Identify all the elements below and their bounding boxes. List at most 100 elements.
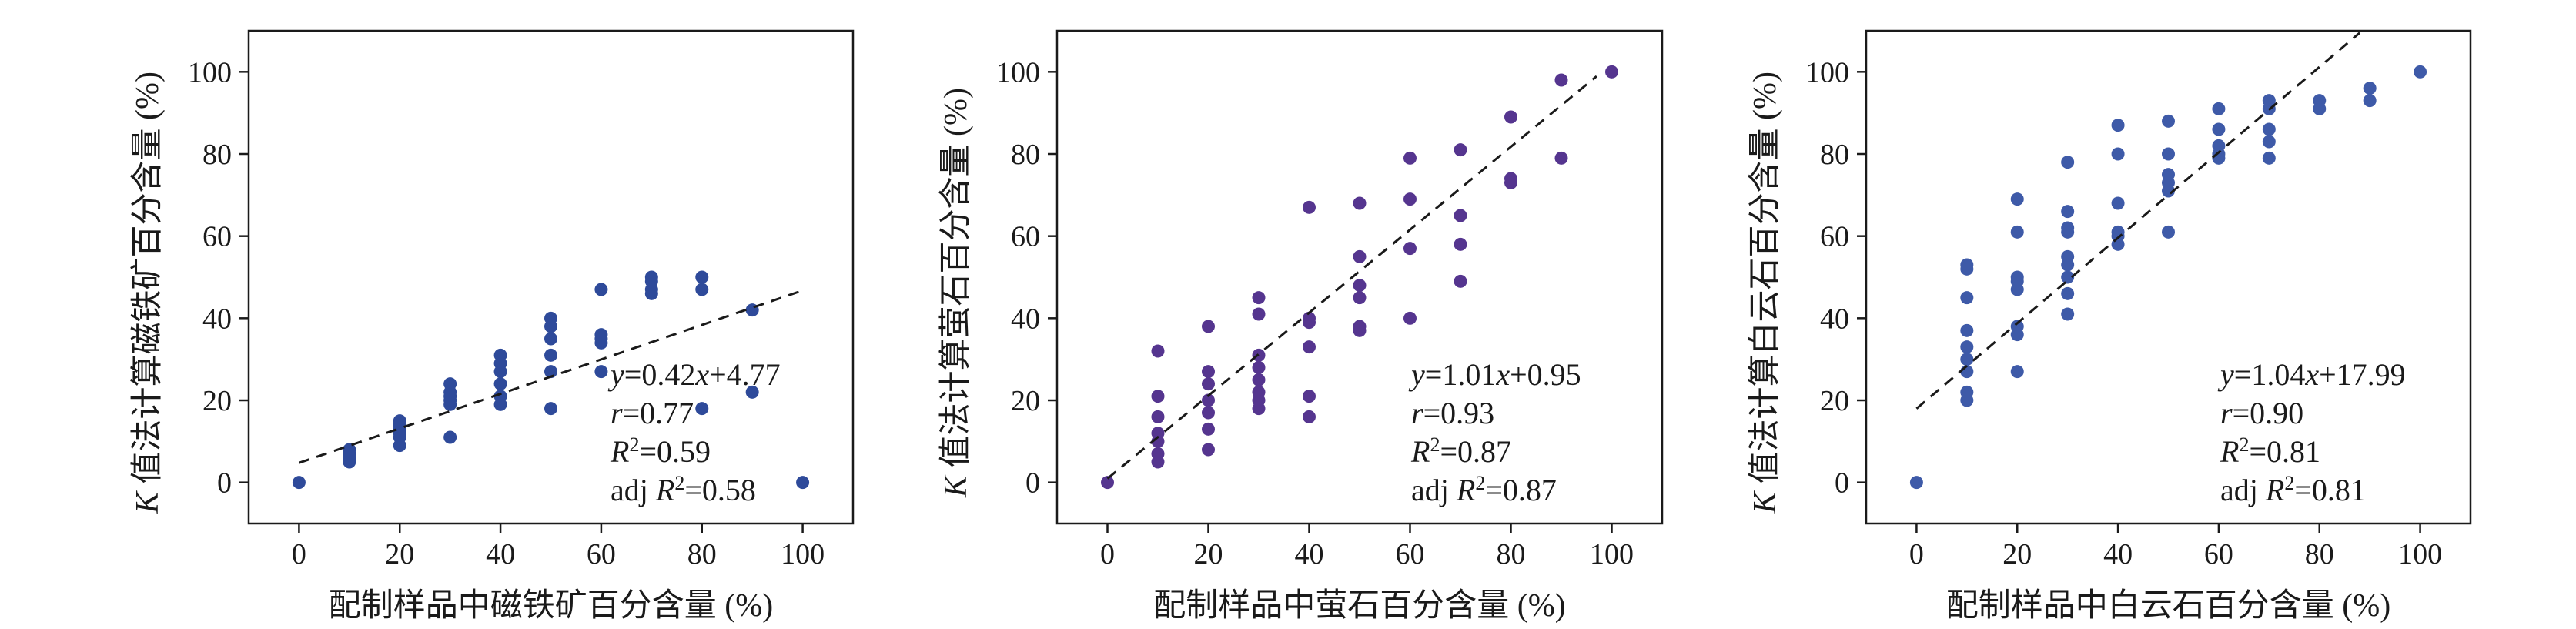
x-tick-label: 100 [781, 538, 825, 570]
data-point [1353, 320, 1367, 333]
data-point [2313, 94, 2327, 108]
x-tick-label: 0 [292, 538, 306, 570]
x-tick-label: 80 [687, 538, 717, 570]
data-point [695, 402, 709, 416]
y-tick-label: 100 [188, 56, 232, 89]
data-point [1101, 476, 1114, 490]
x-tick-label: 0 [1909, 538, 1924, 570]
annotation-line: R2=0.59 [610, 433, 711, 470]
data-point [1202, 393, 1215, 407]
regression-line [1106, 75, 1597, 480]
data-point [1403, 192, 1417, 206]
y-tick-label: 60 [1011, 221, 1040, 253]
data-point [695, 270, 709, 284]
data-point [1303, 311, 1316, 325]
data-point [2262, 135, 2276, 149]
data-point [1303, 200, 1316, 214]
y-tick-label: 80 [1820, 139, 1849, 171]
annotation-line: y=1.04x+17.99 [2217, 357, 2406, 392]
annotation-line: y=0.42x+4.77 [607, 357, 781, 392]
data-point [1151, 447, 1165, 460]
x-tick-label: 40 [2103, 538, 2133, 570]
data-point [1252, 385, 1266, 399]
data-point [594, 328, 608, 342]
data-point [796, 476, 810, 490]
data-point [443, 377, 457, 391]
data-point [1909, 476, 1923, 490]
data-point [1960, 323, 1974, 337]
y-tick-label: 60 [202, 221, 232, 253]
data-point [1960, 353, 1974, 366]
chart-panel-1: 0 20 40 60 80 100 0 20 40 60 80 100 y=0.42x+4.77 r=0.… [130, 29, 855, 624]
x-tick-label: 40 [486, 538, 515, 570]
annotation-line: adj R2=0.81 [2220, 472, 2366, 508]
annotation-line: r=0.77 [611, 396, 694, 430]
data-point [544, 365, 557, 379]
data-point [544, 311, 557, 325]
data-point [1353, 249, 1367, 263]
y-tick-label: 80 [1011, 139, 1040, 171]
data-point [2212, 139, 2226, 152]
data-point [2010, 225, 2024, 239]
data-point [2061, 221, 2075, 235]
data-point [745, 385, 759, 399]
x-axis-title: 配制样品中磁铁矿百分含量 (%) [329, 588, 773, 624]
data-point [2162, 225, 2175, 239]
data-point [343, 443, 356, 457]
data-point [1403, 242, 1417, 256]
data-point [2061, 205, 2075, 219]
data-point [1960, 258, 1974, 272]
data-point [594, 365, 608, 379]
chart-panel-2: 0 20 40 60 80 100 0 20 40 60 80 100 y=1.01x+0.95 r=0.… [938, 29, 1664, 624]
data-point [1303, 390, 1316, 403]
y-axis-title: K 值法计算磁铁矿百分含量 (%) [130, 72, 166, 514]
data-point [1454, 209, 1467, 222]
annotation-line: adj R2=0.87 [1411, 472, 1557, 508]
x-tick-label: 20 [1194, 538, 1223, 570]
data-point [2363, 94, 2377, 108]
data-point [1151, 390, 1165, 403]
data-point [1353, 196, 1367, 210]
data-point [1403, 151, 1417, 165]
data-point [1151, 344, 1165, 358]
regression-line [1915, 32, 2361, 410]
data-point [2061, 249, 2075, 263]
data-point [2363, 82, 2377, 95]
data-point [1202, 443, 1215, 457]
data-point [1252, 291, 1266, 305]
data-point [1303, 340, 1316, 354]
data-point [2414, 65, 2427, 79]
data-point [644, 270, 658, 284]
data-point [2010, 192, 2024, 206]
y-tick-label: 0 [217, 467, 232, 500]
x-tick-label: 80 [1497, 538, 1526, 570]
plot-frame [1055, 29, 1664, 525]
annotation-line: r=0.93 [1411, 396, 1494, 430]
data-point [1353, 279, 1367, 293]
data-point [1202, 365, 1215, 379]
data-point [1504, 110, 1517, 124]
data-point [1454, 143, 1467, 157]
y-tick-label: 40 [1011, 303, 1040, 335]
y-tick-label: 60 [1820, 221, 1849, 253]
data-point [493, 390, 507, 403]
annotation-line: adj R2=0.58 [611, 472, 756, 508]
data-point [1554, 151, 1568, 165]
data-point [2162, 114, 2175, 128]
data-point [2111, 119, 2125, 132]
y-tick-label: 100 [1805, 56, 1849, 89]
x-tick-label: 20 [2002, 538, 2032, 570]
data-point [2061, 307, 2075, 321]
data-point [2111, 196, 2125, 210]
data-point [2262, 151, 2276, 165]
data-point [2061, 270, 2075, 284]
data-point [2010, 365, 2024, 379]
data-point [1303, 410, 1316, 423]
data-point [2262, 94, 2276, 108]
x-tick-label: 100 [2398, 538, 2442, 570]
y-tick-label: 20 [1011, 385, 1040, 417]
data-point [1202, 320, 1215, 333]
data-point [544, 348, 557, 362]
